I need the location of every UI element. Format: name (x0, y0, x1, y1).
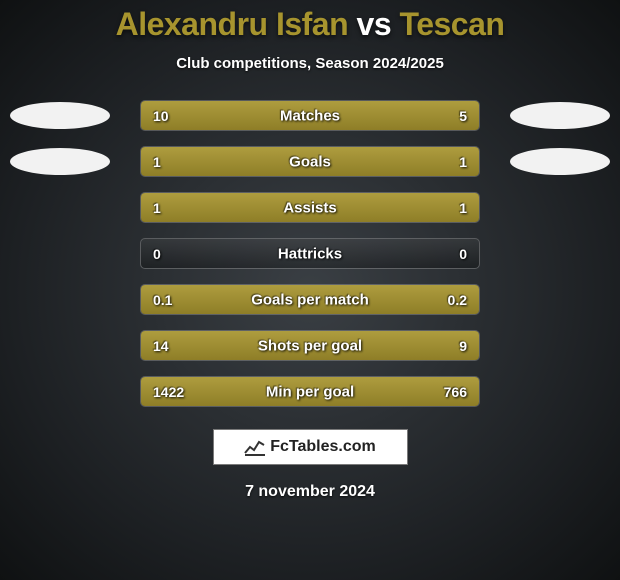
stat-value-left: 14 (153, 338, 169, 354)
stat-row: 0 Hattricks 0 (0, 238, 620, 269)
stat-metric-label: Shots per goal (258, 337, 362, 354)
stat-value-right: 1 (459, 154, 467, 170)
stat-metric-label: Goals (289, 153, 331, 170)
stat-metric-label: Hattricks (278, 245, 342, 262)
player-right-name: Tescan (400, 6, 505, 42)
stat-row: 1 Assists 1 (0, 192, 620, 223)
stat-row: 0.1 Goals per match 0.2 (0, 284, 620, 315)
stat-row: 1 Goals 1 (0, 146, 620, 177)
stat-bar: 0.1 Goals per match 0.2 (140, 284, 480, 315)
footer-brand-text: FcTables.com (270, 438, 376, 456)
stat-value-left: 1 (153, 154, 161, 170)
content-root: Alexandru Isfan vs Tescan Club competiti… (0, 0, 620, 580)
stat-value-left: 0.1 (153, 292, 172, 308)
vs-separator: vs (357, 6, 392, 42)
stat-bar: 10 Matches 5 (140, 100, 480, 131)
stat-value-right: 0 (459, 246, 467, 262)
bar-left-fill (141, 147, 310, 176)
player-right-shape (510, 102, 610, 129)
date-text: 7 november 2024 (245, 483, 375, 501)
stat-row: 1422 Min per goal 766 (0, 376, 620, 407)
footer-brand-box: FcTables.com (213, 429, 408, 465)
stat-value-right: 5 (459, 108, 467, 124)
stat-metric-label: Goals per match (251, 291, 369, 308)
stat-value-right: 1 (459, 200, 467, 216)
stat-metric-label: Matches (280, 107, 340, 124)
stat-value-left: 10 (153, 108, 169, 124)
stat-value-right: 0.2 (448, 292, 467, 308)
player-right-shape (510, 148, 610, 175)
stat-bar: 0 Hattricks 0 (140, 238, 480, 269)
stat-bar: 1 Goals 1 (140, 146, 480, 177)
stat-bar: 14 Shots per goal 9 (140, 330, 480, 361)
stat-value-left: 0 (153, 246, 161, 262)
stat-row: 10 Matches 5 (0, 100, 620, 131)
stat-value-right: 9 (459, 338, 467, 354)
player-left-shape (10, 148, 110, 175)
page-title: Alexandru Isfan vs Tescan (116, 6, 505, 43)
stat-bar: 1 Assists 1 (140, 192, 480, 223)
stat-bar: 1422 Min per goal 766 (140, 376, 480, 407)
player-left-shape (10, 102, 110, 129)
player-left-name: Alexandru Isfan (116, 6, 349, 42)
chart-icon (244, 438, 266, 456)
comparison-rows: 10Matches51Goals11Assists10Hattricks00.1… (0, 100, 620, 407)
stat-value-left: 1422 (153, 384, 184, 400)
stat-metric-label: Assists (283, 199, 336, 216)
stat-row: 14 Shots per goal 9 (0, 330, 620, 361)
bar-right-fill (310, 147, 479, 176)
stat-metric-label: Min per goal (266, 383, 354, 400)
stat-value-right: 766 (444, 384, 467, 400)
subtitle: Club competitions, Season 2024/2025 (176, 55, 444, 72)
stat-value-left: 1 (153, 200, 161, 216)
